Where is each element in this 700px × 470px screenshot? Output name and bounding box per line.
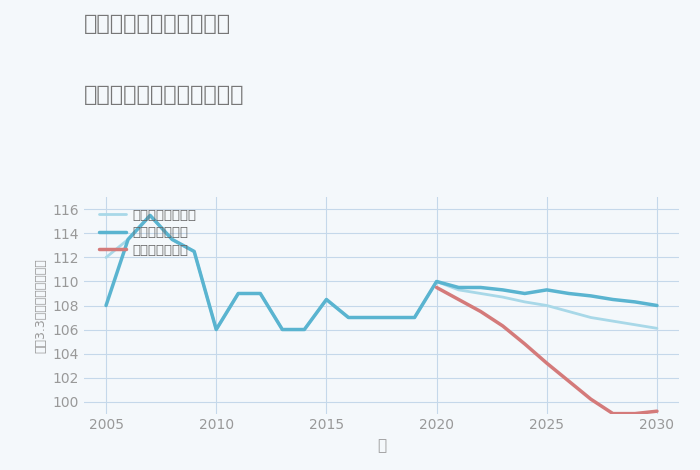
グッドシナリオ [653, 303, 662, 308]
ノーマルシナリオ [542, 303, 551, 308]
ノーマルシナリオ [454, 287, 463, 293]
ノーマルシナリオ [212, 327, 220, 332]
ノーマルシナリオ [609, 318, 617, 324]
バッドシナリオ [477, 309, 485, 314]
ノーマルシナリオ [146, 212, 154, 218]
グッドシナリオ [498, 287, 507, 293]
グッドシナリオ [256, 290, 265, 296]
ノーマルシナリオ [322, 297, 330, 302]
Line: グッドシナリオ: グッドシナリオ [106, 215, 657, 329]
グッドシナリオ [212, 327, 220, 332]
バッドシナリオ [433, 285, 441, 290]
ノーマルシナリオ [410, 315, 419, 321]
ノーマルシナリオ [278, 327, 286, 332]
グッドシナリオ [565, 290, 573, 296]
バッドシナリオ [542, 360, 551, 366]
ノーマルシナリオ [565, 309, 573, 314]
バッドシナリオ [498, 323, 507, 329]
ノーマルシナリオ [344, 315, 353, 321]
グッドシナリオ [190, 249, 198, 254]
ノーマルシナリオ [631, 322, 639, 328]
ノーマルシナリオ [234, 290, 242, 296]
Y-axis label: 平（3.3㎡）単価（万円）: 平（3.3㎡）単価（万円） [34, 258, 47, 353]
Text: 神奈川県秦野市堀山下の: 神奈川県秦野市堀山下の [84, 14, 231, 34]
バッドシナリオ [565, 378, 573, 384]
ノーマルシナリオ [653, 326, 662, 331]
グッドシナリオ [322, 297, 330, 302]
バッドシナリオ [521, 341, 529, 347]
バッドシナリオ [609, 411, 617, 416]
ノーマルシナリオ [190, 249, 198, 254]
グッドシナリオ [102, 303, 110, 308]
グッドシナリオ [587, 293, 595, 299]
グッドシナリオ [168, 236, 176, 242]
グッドシナリオ [344, 315, 353, 321]
グッドシナリオ [366, 315, 375, 321]
Line: バッドシナリオ: バッドシナリオ [437, 288, 657, 414]
グッドシナリオ [521, 290, 529, 296]
グッドシナリオ [234, 290, 242, 296]
Legend: ノーマルシナリオ, グッドシナリオ, バッドシナリオ: ノーマルシナリオ, グッドシナリオ, バッドシナリオ [97, 206, 199, 259]
グッドシナリオ [542, 287, 551, 293]
グッドシナリオ [433, 279, 441, 284]
バッドシナリオ [454, 297, 463, 302]
ノーマルシナリオ [587, 315, 595, 321]
ノーマルシナリオ [498, 294, 507, 300]
ノーマルシナリオ [389, 315, 397, 321]
X-axis label: 年: 年 [377, 438, 386, 453]
バッドシナリオ [653, 408, 662, 414]
グッドシナリオ [410, 315, 419, 321]
Line: ノーマルシナリオ: ノーマルシナリオ [106, 215, 657, 329]
ノーマルシナリオ [168, 236, 176, 242]
バッドシナリオ [587, 396, 595, 402]
グッドシナリオ [124, 236, 132, 242]
グッドシナリオ [609, 297, 617, 302]
ノーマルシナリオ [102, 255, 110, 260]
ノーマルシナリオ [366, 315, 375, 321]
グッドシナリオ [631, 299, 639, 305]
ノーマルシナリオ [477, 290, 485, 296]
グッドシナリオ [300, 327, 309, 332]
グッドシナリオ [477, 285, 485, 290]
ノーマルシナリオ [433, 279, 441, 284]
グッドシナリオ [278, 327, 286, 332]
Text: 中古マンションの価格推移: 中古マンションの価格推移 [84, 85, 244, 105]
ノーマルシナリオ [124, 236, 132, 242]
ノーマルシナリオ [521, 299, 529, 305]
グッドシナリオ [146, 212, 154, 218]
バッドシナリオ [631, 411, 639, 416]
ノーマルシナリオ [256, 290, 265, 296]
ノーマルシナリオ [300, 327, 309, 332]
グッドシナリオ [454, 285, 463, 290]
グッドシナリオ [389, 315, 397, 321]
